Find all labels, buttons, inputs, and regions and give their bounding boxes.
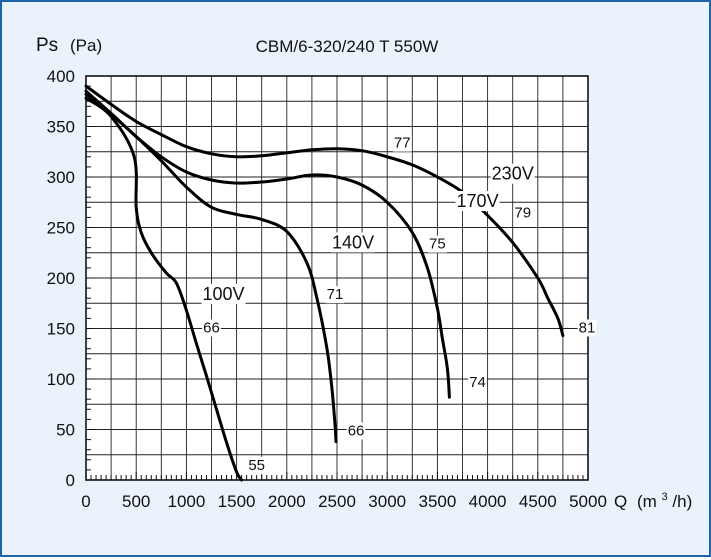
annotation-bg xyxy=(325,286,345,304)
annotation-label: 230V xyxy=(490,163,535,184)
x-tick-label: 500 xyxy=(122,492,150,511)
series-lines xyxy=(84,84,565,482)
annotation-bg xyxy=(428,235,447,253)
x-tick-label: 4500 xyxy=(519,492,557,511)
x-axis-label-q: Q xyxy=(614,492,627,511)
annotation-bg xyxy=(201,283,246,304)
axis-ticks xyxy=(85,75,589,481)
annotation-text: 79 xyxy=(514,204,531,221)
annotation-label: 66 xyxy=(346,422,366,440)
annotation-text: 100V xyxy=(203,284,245,304)
x-tick-label: 2000 xyxy=(268,492,306,511)
series-line-230v xyxy=(84,84,565,338)
annotation-bg xyxy=(513,204,533,222)
annotation-text: 71 xyxy=(327,286,344,303)
annotation-text: 140V xyxy=(332,232,374,252)
annotation-bg xyxy=(346,422,366,440)
annotation-text: 230V xyxy=(492,164,534,184)
annotation-label: 81 xyxy=(577,319,597,337)
annotation-bg xyxy=(455,191,500,211)
y-tick-label: 350 xyxy=(47,118,75,137)
x-tick-label: 5000 xyxy=(569,492,607,511)
grid xyxy=(85,75,589,481)
x-axis-unit-tail: /h) xyxy=(672,492,692,511)
annotation-label: 75 xyxy=(428,235,447,253)
annotation-label: 79 xyxy=(513,204,533,222)
annotation-label: 74 xyxy=(468,374,487,392)
x-axis-label: Q (m 3 /h) xyxy=(614,485,692,511)
y-tick-label: 300 xyxy=(47,168,75,187)
series-line-170v xyxy=(84,89,451,399)
x-tick-label: 3500 xyxy=(418,492,456,511)
y-tick-label: 400 xyxy=(47,67,75,86)
x-tick-label: 1000 xyxy=(167,492,205,511)
y-tick-label: 0 xyxy=(66,471,75,490)
annotation-label: 66 xyxy=(202,319,221,337)
y-tick-label: 250 xyxy=(47,219,75,238)
y-tick-label: 100 xyxy=(47,370,75,389)
series-line-140v xyxy=(84,92,338,444)
annotation-text: 55 xyxy=(248,457,265,474)
chart-title: CBM/6-320/240 T 550W xyxy=(256,37,439,56)
x-tick-label: 4000 xyxy=(469,492,507,511)
y-tick-label: 50 xyxy=(56,421,75,440)
annotation-text: 75 xyxy=(429,236,446,253)
x-axis-unit-base: (m xyxy=(637,492,657,511)
annotation-text: 170V xyxy=(457,191,499,211)
annotation-bg xyxy=(577,319,597,337)
x-tick-label: 0 xyxy=(81,492,90,511)
annotation-bg xyxy=(331,232,376,253)
annotation-label: 77 xyxy=(392,134,412,152)
annotation-label: 71 xyxy=(325,286,345,304)
x-axis-unit-exp: 3 xyxy=(662,491,668,503)
x-tick-label: 3000 xyxy=(368,492,406,511)
annotation-label: 140V xyxy=(331,232,376,253)
tick-labels: 0 500 1000 1500 2000 2500 3000 3500 4000 4500 5000… xyxy=(47,67,607,511)
annotation-label: 55 xyxy=(247,456,267,474)
annotation-bg xyxy=(392,134,412,152)
annotation-text: 77 xyxy=(394,135,411,152)
annotation-bg xyxy=(247,456,267,474)
annotation-bg xyxy=(202,319,221,337)
y-tick-label: 150 xyxy=(47,320,75,339)
annotation-text: 74 xyxy=(469,374,486,391)
annotation-bg xyxy=(468,374,487,392)
y-axis-label: Ps xyxy=(36,35,58,56)
annotations: 230V 170V 140V 100V 77 79 75 71 66 81 74 66 55 xyxy=(201,134,597,474)
x-tick-label: 1500 xyxy=(218,492,256,511)
annotation-label: 100V xyxy=(201,283,246,304)
annotation-text: 81 xyxy=(579,319,596,336)
annotation-label: 170V xyxy=(455,191,500,211)
x-tick-label: 2500 xyxy=(318,492,356,511)
y-axis-unit: (Pa) xyxy=(70,36,102,55)
y-tick-label: 200 xyxy=(47,269,75,288)
annotation-text: 66 xyxy=(203,319,220,336)
annotation-text: 66 xyxy=(348,422,365,439)
annotation-bg xyxy=(490,163,535,184)
series-line-100v xyxy=(84,96,244,482)
